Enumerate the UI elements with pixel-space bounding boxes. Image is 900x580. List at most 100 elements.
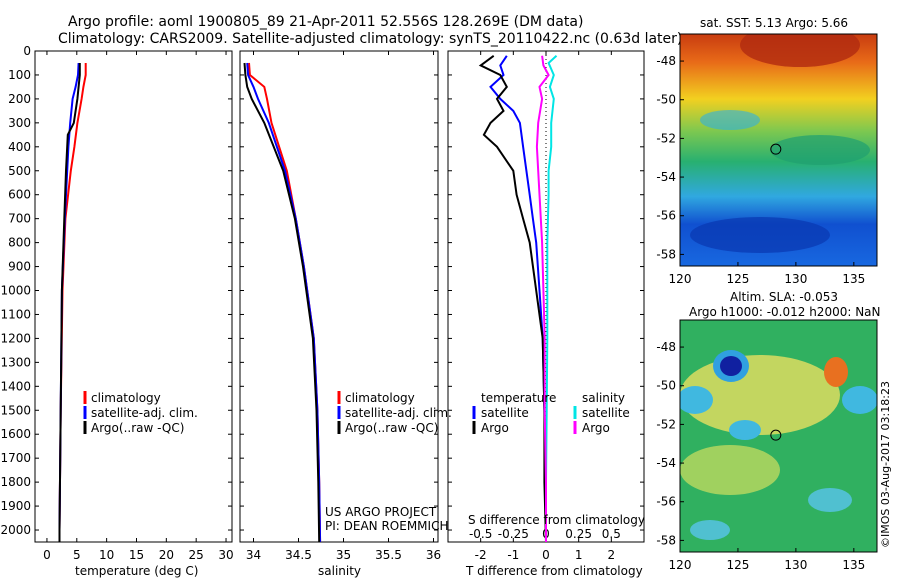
x-tick-label: 35 (336, 548, 351, 562)
legend-label-satellite: satellite-adj. clim. (345, 406, 452, 420)
difference-depth-ticks (448, 50, 644, 531)
series-line-argo (478, 54, 547, 543)
salinity-depth-ticks (240, 50, 438, 531)
temperature-panel: 0100200300400500600700800900100011001200… (0, 44, 233, 578)
header-line-2: Climatology: CARS2009. Satellite-adjuste… (58, 31, 682, 47)
lon-tick-label: 125 (726, 558, 749, 572)
salinity-lines (243, 62, 322, 543)
depth-tick-label: 600 (8, 188, 31, 202)
depth-tick-label: 1200 (0, 331, 31, 345)
legend-label-argo: Argo(..raw -QC) (91, 421, 184, 435)
lat-tick-label: -56 (656, 495, 676, 509)
depth-tick-label: 1500 (0, 403, 31, 417)
depth-tick-label: 100 (8, 68, 31, 82)
salinity-panel: 34 34.5 35 35.5 36 salinity climatology sate… (239, 50, 452, 578)
series-line-satellite-adj-clim- (246, 62, 322, 543)
temperature-xlabel: temperature (deg C) (75, 564, 198, 578)
lat-tick-label: -56 (656, 209, 676, 223)
depth-tick-label: 400 (8, 140, 31, 154)
sla-yticks: -48 -50 -52 -54 -56 -58 (656, 340, 684, 547)
series-line-argo-raw-qc- (243, 62, 321, 543)
sst-xticks: 120 125 130 135 (669, 262, 865, 286)
sla-map-panel: Altim. SLA: -0.053 Argo h1000: -0.012 h2… (656, 290, 880, 572)
legend-label-satellite-s: satellite (582, 406, 630, 420)
difference-lines (478, 54, 558, 543)
sla-red-patch (824, 357, 848, 387)
salinity-legend: climatology satellite-adj. clim. Argo(..… (337, 391, 452, 435)
depth-tick-label: 200 (8, 92, 31, 106)
sla-field (680, 320, 877, 552)
difference-panel: -2 -1 0 1 2 -0.5 -0.25 0 0.25 0.5 S difference f… (325, 50, 645, 578)
depth-tick-label: 1300 (0, 355, 31, 369)
sst-deep-patch (690, 217, 830, 253)
x-tick-label: 0 (542, 548, 550, 562)
temperature-xticks: 0 5 10 15 20 25 30 (43, 51, 234, 562)
sst-cool-patch (700, 110, 760, 130)
sst-map-panel: sat. SST: 5.13 Argo: 5.66 120 125 130 135 -… (656, 16, 878, 286)
depth-tick-label: 1100 (0, 307, 31, 321)
sla-cyan-patch-5 (690, 520, 730, 540)
legend-label-argo: Argo(..raw -QC) (345, 421, 438, 435)
depth-tick-label: 500 (8, 164, 31, 178)
legend-label-argo-t: Argo (481, 421, 509, 435)
temperature-axes-frame (34, 50, 233, 543)
difference-xticks: -2 -1 0 1 2 (475, 51, 615, 562)
sst-map-frame (679, 33, 878, 267)
depth-tick-label: 1700 (0, 451, 31, 465)
lon-tick-label: 120 (669, 272, 692, 286)
credit-line-1: US ARGO PROJECT (325, 505, 437, 519)
header-line-1: Argo profile: aoml 1900805_89 21-Apr-201… (68, 14, 583, 30)
x-tick-label: -2 (475, 548, 487, 562)
lat-tick-label: -50 (656, 379, 676, 393)
depth-tick-label: 1800 (0, 475, 31, 489)
sst-field (680, 34, 877, 266)
salinity-xticks: 34 34.5 35 35.5 36 (246, 51, 441, 562)
sst-green-patch (770, 135, 870, 165)
depth-ticks: 0 100 200 300 400 500 600 700 800 900 1000 1100 1200… (0, 44, 232, 537)
s-tick-label: -0.25 (498, 527, 529, 541)
lon-tick-label: 130 (784, 272, 807, 286)
lat-tick-label: -58 (656, 533, 676, 547)
sla-cyan-patch-4 (808, 488, 852, 512)
depth-tick-label: 2000 (0, 523, 31, 537)
legend-label-climatology: climatology (345, 391, 415, 405)
sla-cyan-patch-1 (680, 386, 713, 414)
depth-tick-label: 900 (8, 260, 31, 274)
lon-tick-label: 135 (842, 272, 865, 286)
legend-label-climatology: climatology (91, 391, 161, 405)
depth-tick-label: 700 (8, 212, 31, 226)
temperature-lines (58, 62, 87, 542)
depth-tick-label: 1400 (0, 379, 31, 393)
salinity-xlabel: salinity (318, 564, 361, 578)
lat-tick-label: -54 (656, 456, 676, 470)
x-tick-label: 15 (129, 548, 144, 562)
sla-cyan-patch-2 (729, 420, 761, 440)
lat-tick-label: -50 (656, 93, 676, 107)
legend-title-temperature: temperature (481, 391, 556, 405)
lat-tick-label: -54 (656, 170, 676, 184)
sla-argo-marker (770, 429, 782, 441)
x-tick-label: 2 (608, 548, 616, 562)
s-tick-label: 0.5 (602, 527, 621, 541)
sla-map-frame (679, 319, 878, 553)
series-line-argo (535, 55, 550, 542)
lat-tick-label: -48 (656, 340, 676, 354)
depth-tick-label: 0 (23, 44, 31, 58)
credit-line-2: PI: DEAN ROEMMICH (325, 519, 448, 533)
depth-tick-label: 1600 (0, 427, 31, 441)
series-line-satellite (545, 55, 558, 542)
x-tick-label: -1 (507, 548, 519, 562)
sla-map-title-line-1: Altim. SLA: -0.053 (730, 290, 838, 304)
imos-watermark: ©IMOS 03-Aug-2017 03:18:23 (879, 381, 892, 548)
sla-map-title-line-2: Argo h1000: -0.012 h2000: NaN (689, 305, 881, 319)
s-tick-label: 0.25 (565, 527, 592, 541)
x-tick-label: 36 (426, 548, 441, 562)
sst-warm-patch (740, 34, 860, 67)
x-tick-label: 34.5 (285, 548, 312, 562)
x-tick-label: 5 (73, 548, 81, 562)
lat-tick-label: -48 (656, 54, 676, 68)
depth-tick-label: 300 (8, 116, 31, 130)
legend-label-satellite-t: satellite (481, 406, 529, 420)
x-tick-label: 1 (575, 548, 583, 562)
